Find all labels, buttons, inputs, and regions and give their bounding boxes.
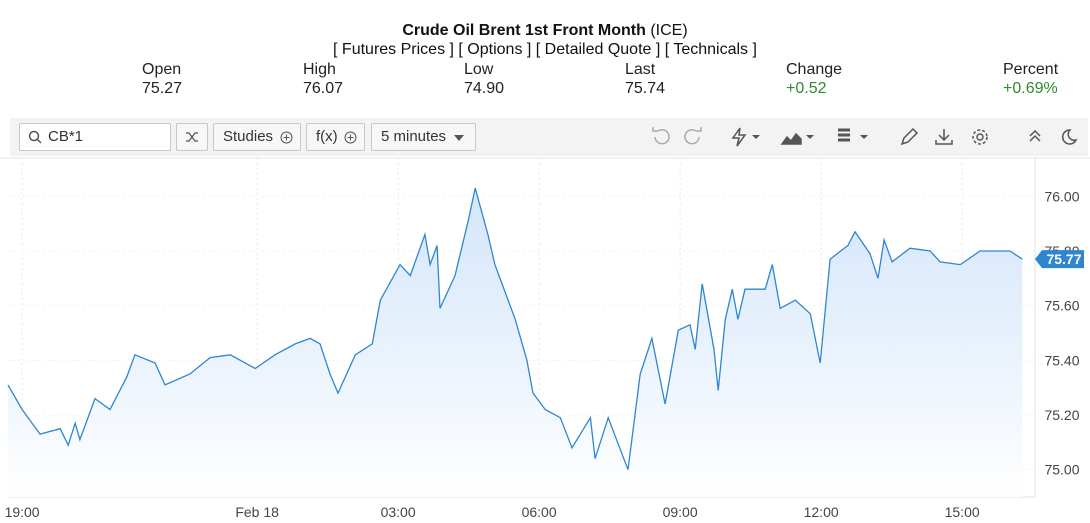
x-tick-label: 06:00 <box>522 504 557 520</box>
settings-icon[interactable] <box>976 133 984 141</box>
draw-icon[interactable] <box>900 127 919 146</box>
theme-icon[interactable] <box>1061 129 1078 145</box>
stat: Last 75.74 <box>625 60 665 98</box>
caret <box>454 135 464 141</box>
flash-icon[interactable] <box>731 127 747 147</box>
compare-button[interactable] <box>176 123 208 151</box>
undo-icon[interactable] <box>652 127 670 145</box>
link[interactable]: [ Futures Prices ] <box>333 41 454 58</box>
stat: High 76.07 <box>303 60 343 98</box>
collapse-icon[interactable] <box>1029 129 1041 142</box>
link[interactable]: [ Detailed Quote ] <box>535 41 661 58</box>
price-tag <box>1035 250 1084 269</box>
stat: Low 74.90 <box>464 60 504 98</box>
x-tick-label: 03:00 <box>381 504 416 520</box>
symbol: CB*1 <box>48 128 84 145</box>
toolbar-icons <box>652 127 1078 147</box>
interval: 5 minutes <box>381 128 447 145</box>
stat-label: High <box>303 61 336 78</box>
function-button[interactable]: f(x) <box>306 123 365 151</box>
y-tick-label: 75.00 <box>1044 462 1079 478</box>
redo-icon[interactable] <box>684 127 702 145</box>
stat-label: Low <box>464 61 494 78</box>
chart-type-icon[interactable] <box>780 132 802 145</box>
stat-label: Change <box>786 61 843 78</box>
stat: Change +0.52 <box>786 60 842 98</box>
stat: Percent +0.69% <box>1003 60 1058 98</box>
x-tick-label: 19:00 <box>5 504 40 520</box>
function: f(x) <box>316 128 338 145</box>
stat-value: 74.90 <box>464 80 505 97</box>
x-tick-label: 12:00 <box>804 504 839 520</box>
x-tick-label: 09:00 <box>663 504 698 520</box>
y-tick-label: 76.00 <box>1044 188 1079 204</box>
y-tick-label: 75.40 <box>1044 352 1079 368</box>
plus-icon <box>344 131 357 144</box>
toolbar: CB*1 Studies f(x) 5 minutes <box>10 118 1088 156</box>
title-row: Crude Oil Brent 1st Front Month (ICE) <box>0 22 1090 40</box>
area <box>8 188 1023 497</box>
download-icon[interactable] <box>935 129 953 145</box>
plus-icon <box>280 131 293 144</box>
link[interactable]: [ Technicals ] <box>664 41 757 58</box>
interval-button[interactable]: 5 minutes <box>371 123 476 151</box>
y-tick-label: 75.20 <box>1044 407 1079 423</box>
links: [ Futures Prices ] [ Options ] [ Detaile… <box>0 41 1090 59</box>
x-tick-label: Feb 18 <box>235 504 279 520</box>
template-icon[interactable] <box>838 128 850 142</box>
search-icon <box>28 130 42 144</box>
stat-label: Last <box>625 61 656 78</box>
exchange: (ICE) <box>650 22 688 39</box>
stat-label: Percent <box>1003 61 1059 78</box>
stat: Open 75.27 <box>142 60 182 98</box>
title: Crude Oil Brent 1st Front Month <box>402 22 646 39</box>
stat-value: 75.27 <box>142 80 183 97</box>
studies: Studies <box>223 128 274 145</box>
stat-value: 76.07 <box>303 80 344 97</box>
stat-value: +0.52 <box>786 80 827 97</box>
studies-button[interactable]: Studies <box>213 123 301 151</box>
y-tick-label: 75.60 <box>1044 298 1079 314</box>
x-tick-label: 15:00 <box>945 504 980 520</box>
price-tag-label: 75.77 <box>1046 251 1081 267</box>
link[interactable]: [ Options ] <box>458 41 532 58</box>
stat-value: +0.69% <box>1003 80 1058 97</box>
stat-label: Open <box>142 61 182 78</box>
symbol-search[interactable]: CB*1 <box>19 123 171 151</box>
stat-value: 75.74 <box>625 80 666 97</box>
price-line <box>7 187 1023 470</box>
shuffle-icon <box>186 132 198 142</box>
